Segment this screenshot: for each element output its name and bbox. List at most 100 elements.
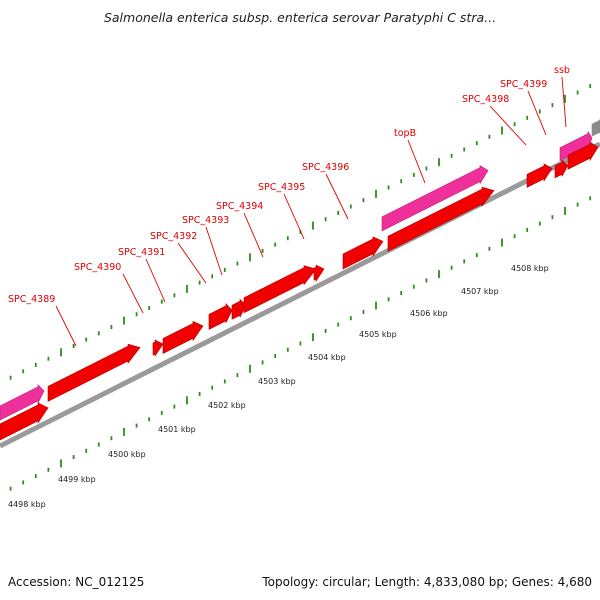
inner-tick <box>438 270 440 279</box>
inner-tick <box>34 474 37 479</box>
inner-tick <box>576 202 579 207</box>
inner-tick <box>286 347 289 352</box>
gene-arrow <box>47 343 141 402</box>
outer-tick <box>551 103 554 108</box>
outer-tick <box>576 90 579 95</box>
inner-tick <box>135 423 138 428</box>
outer-tick <box>349 204 352 209</box>
outer-tick <box>97 331 100 336</box>
inner-tick <box>337 322 340 327</box>
outer-tick <box>286 236 289 241</box>
leader-line <box>561 76 567 128</box>
scale-label: 4501 kbp <box>158 425 196 434</box>
gene-arrow <box>231 298 247 320</box>
inner-tick <box>123 427 125 436</box>
rna-feature <box>381 165 489 232</box>
rna-feature <box>0 384 45 421</box>
outer-tick <box>60 348 62 357</box>
gene-label: topB <box>394 128 416 139</box>
outer-tick <box>9 375 12 380</box>
outer-tick <box>488 134 491 139</box>
outer-tick <box>85 337 88 342</box>
inner-tick <box>538 221 541 226</box>
gene-arrow <box>313 264 325 283</box>
inner-tick <box>488 246 491 251</box>
outer-tick <box>362 198 365 203</box>
outer-tick <box>538 109 541 114</box>
outer-tick <box>564 94 566 103</box>
inner-tick <box>362 309 365 314</box>
outer-tick <box>160 299 163 304</box>
outer-tick <box>135 312 138 317</box>
leader-line <box>122 273 144 314</box>
gene-label: SPC_4393 <box>182 215 229 226</box>
outer-tick <box>312 221 314 230</box>
inner-tick <box>236 373 239 378</box>
outer-tick <box>337 210 340 215</box>
inner-tick-track <box>9 196 592 491</box>
scale-label: 4506 kbp <box>410 309 448 318</box>
outer-tick <box>450 153 453 158</box>
scale-label: 4500 kbp <box>108 450 146 459</box>
gene-label: SPC_4391 <box>118 247 165 258</box>
inner-tick <box>274 354 277 359</box>
leader-line <box>243 212 264 258</box>
outer-tick <box>72 344 75 348</box>
inner-tick <box>85 448 88 453</box>
gene-label: SPC_4399 <box>500 79 547 90</box>
outer-tick <box>375 189 377 198</box>
outer-tick <box>501 126 503 135</box>
outer-tick <box>223 267 226 272</box>
scale-label: 4504 kbp <box>308 353 346 362</box>
inner-tick <box>501 238 503 247</box>
outer-tick-track <box>9 84 592 380</box>
inner-tick <box>261 360 264 365</box>
inner-tick <box>249 364 251 373</box>
outer-tick <box>274 242 277 247</box>
gene-arrow <box>162 320 204 354</box>
gene-label: SPC_4394 <box>216 201 263 212</box>
gene-arrow <box>152 339 164 357</box>
inner-tick <box>299 341 302 346</box>
outer-tick <box>249 253 251 262</box>
inner-tick <box>186 396 188 405</box>
gene-arrow <box>567 141 599 170</box>
inner-tick <box>475 253 478 258</box>
leader-line <box>177 242 207 284</box>
inner-tick <box>324 328 327 333</box>
inner-tick <box>412 284 415 289</box>
gene-label: ssb <box>554 65 570 76</box>
scale-label: 4503 kbp <box>258 377 296 386</box>
gene-label: SPC_4389 <box>8 294 55 305</box>
inner-tick <box>97 442 100 447</box>
inner-tick <box>425 278 428 283</box>
outer-tick <box>400 179 403 184</box>
gene-arrow <box>526 163 553 188</box>
outer-tick <box>324 217 327 222</box>
outer-tick <box>261 248 264 253</box>
leader-line <box>407 139 426 184</box>
outer-tick <box>34 363 37 367</box>
outer-tick <box>123 316 125 325</box>
gene-arrow <box>243 265 317 314</box>
inner-tick <box>551 215 554 220</box>
outer-tick <box>425 166 428 171</box>
scale-label: 4498 kbp <box>8 500 46 509</box>
outer-tick <box>148 306 151 310</box>
other-feature <box>591 118 600 137</box>
leader-line <box>489 105 527 146</box>
outer-tick <box>463 147 466 152</box>
gene-arrow <box>0 402 49 441</box>
inner-tick <box>387 297 390 302</box>
inner-tick <box>513 234 516 239</box>
outer-tick <box>198 280 201 285</box>
gene-label: SPC_4390 <box>74 262 121 273</box>
outer-tick <box>589 84 592 89</box>
inner-tick <box>349 316 352 321</box>
feature-track <box>0 118 600 441</box>
outer-tick <box>236 261 239 266</box>
scale-labels: 4498 kbp 4499 kbp 4500 kbp 4501 kbp 4502 kbp… <box>8 264 549 509</box>
topology-summary: Topology: circular; Length: 4,833,080 bp… <box>261 575 592 589</box>
inner-tick <box>526 227 529 232</box>
